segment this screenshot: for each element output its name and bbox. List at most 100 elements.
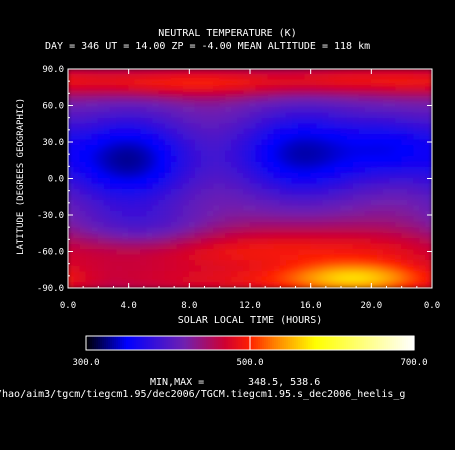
heatmap-cell <box>304 227 312 234</box>
heatmap-cell <box>346 183 354 190</box>
heatmap-cell <box>340 90 348 97</box>
heatmap-cell <box>237 271 245 278</box>
heatmap-cell <box>358 178 366 185</box>
heatmap-cell <box>134 265 142 273</box>
heatmap-cell <box>413 232 421 240</box>
heatmap-cell <box>249 112 257 119</box>
heatmap-cell <box>116 117 124 125</box>
colorbar-swatch <box>140 336 143 350</box>
heatmap-cell <box>134 106 142 114</box>
heatmap-cell <box>407 210 415 218</box>
heatmap-cell <box>316 194 324 201</box>
heatmap-cell <box>73 139 81 147</box>
heatmap-cell <box>407 84 415 92</box>
heatmap-cell <box>389 156 397 163</box>
heatmap-cell <box>85 276 93 284</box>
heatmap-cell <box>419 117 427 125</box>
heatmap-cell <box>164 260 172 267</box>
heatmap-cell <box>364 95 372 103</box>
heatmap-cell <box>200 69 209 75</box>
heatmap-cell <box>413 101 421 108</box>
heatmap-cell <box>188 232 196 240</box>
heatmap-cell <box>407 117 415 125</box>
heatmap-cell <box>346 221 354 229</box>
heatmap-cell <box>140 232 148 240</box>
heatmap-cell <box>73 161 81 169</box>
heatmap-cell <box>376 112 384 119</box>
colorbar-swatch <box>168 336 171 350</box>
heatmap-cell <box>261 243 269 251</box>
heatmap-cell <box>291 150 300 158</box>
heatmap-cell <box>109 112 118 119</box>
heatmap-cell <box>419 221 427 229</box>
heatmap-cell <box>170 238 178 245</box>
heatmap-cell <box>322 79 330 86</box>
heatmap-cell <box>316 69 324 75</box>
heatmap-cell <box>164 243 172 251</box>
heatmap-cell <box>419 243 427 251</box>
heatmap-cell <box>79 156 87 163</box>
heatmap-cell <box>128 106 136 114</box>
heatmap-cell <box>200 188 209 196</box>
heatmap-cell <box>152 243 160 251</box>
heatmap-cell <box>103 134 111 141</box>
colorbar-swatch <box>300 336 303 350</box>
colorbar-swatch <box>368 336 371 350</box>
heatmap-cell <box>231 216 239 223</box>
colorbar-swatch <box>138 336 141 350</box>
heatmap-cell <box>267 145 275 152</box>
heatmap-cell <box>158 95 166 103</box>
heatmap-cell <box>91 69 99 75</box>
heatmap-cell <box>152 117 160 125</box>
heatmap-cell <box>158 260 166 267</box>
heatmap-cell <box>219 205 227 212</box>
heatmap-cell <box>207 276 215 284</box>
heatmap-cell <box>85 249 93 256</box>
colorbar-swatch <box>270 336 273 350</box>
heatmap-cell <box>170 145 178 152</box>
heatmap-cell <box>382 194 391 201</box>
heatmap-cell <box>370 101 378 108</box>
heatmap-cell <box>261 106 269 114</box>
colorbar-swatch <box>278 336 281 350</box>
heatmap-cell <box>231 265 239 273</box>
heatmap-cell <box>425 227 432 234</box>
heatmap-cell <box>267 183 275 190</box>
heatmap-cell <box>267 69 275 75</box>
heatmap-cell <box>73 106 81 114</box>
heatmap-cell <box>364 106 372 114</box>
heatmap-cell <box>213 271 221 278</box>
heatmap-cell <box>419 282 427 288</box>
colorbar-swatch <box>354 336 357 350</box>
heatmap-cell <box>401 178 409 185</box>
heatmap-cell <box>79 276 87 284</box>
heatmap-cell <box>389 161 397 169</box>
colorbar-swatch <box>188 336 191 350</box>
heatmap-cell <box>346 199 354 207</box>
heatmap-cell <box>370 265 378 273</box>
heatmap-cell <box>207 216 215 223</box>
heatmap-cell <box>322 199 330 207</box>
heatmap-cell <box>352 194 360 201</box>
heatmap-cell <box>128 210 136 218</box>
heatmap-cell <box>382 265 391 273</box>
heatmap-cell <box>134 260 142 267</box>
heatmap-cell <box>225 194 233 201</box>
colorbar-swatch <box>370 336 373 350</box>
heatmap-cell <box>255 260 263 267</box>
heatmap-cell <box>407 123 415 130</box>
heatmap-cell <box>267 238 275 245</box>
heatmap-cell <box>322 282 330 288</box>
heatmap-cell <box>207 139 215 147</box>
heatmap-cell <box>213 167 221 174</box>
heatmap-cell <box>194 249 202 256</box>
heatmap-cell <box>255 123 263 130</box>
heatmap-cell <box>425 188 432 196</box>
heatmap-cell <box>225 199 233 207</box>
colorbar-swatch <box>224 336 227 350</box>
heatmap-cell <box>382 227 391 234</box>
heatmap-cell <box>389 265 397 273</box>
heatmap-cell <box>97 183 105 190</box>
heatmap-cell <box>73 117 81 125</box>
heatmap-cell <box>382 123 391 130</box>
